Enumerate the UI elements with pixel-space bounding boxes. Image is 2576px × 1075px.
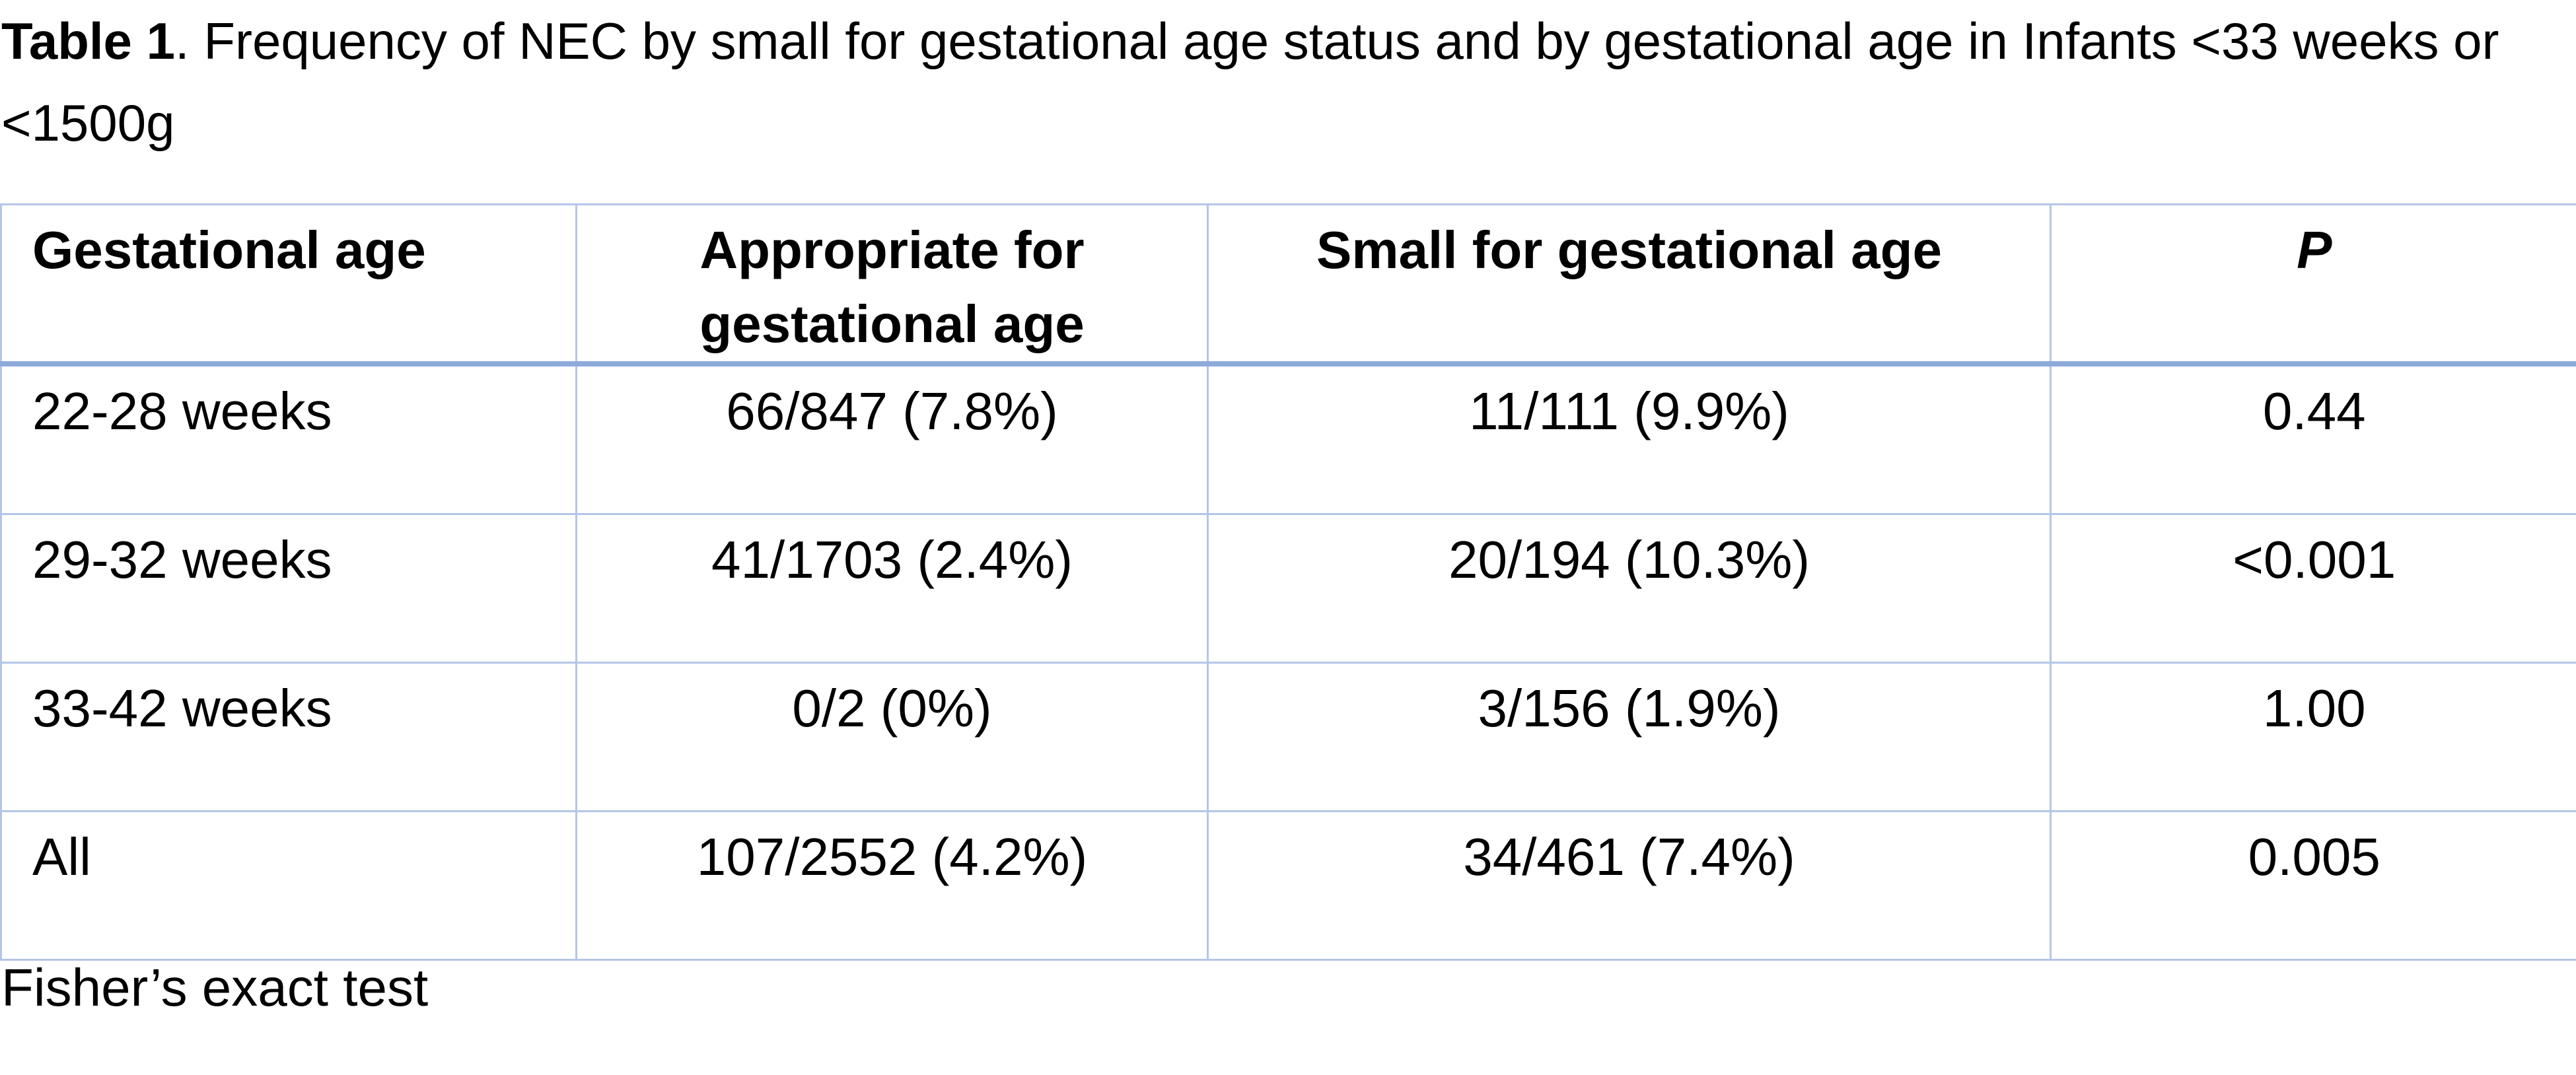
cell-aga-frequency: 107/2552 (4.2%) (575, 810, 1209, 961)
header-row: Gestational age Appropriate for gestatio… (0, 203, 2576, 366)
table-row: 29-32 weeks 41/1703 (2.4%) 20/194 (10.3%… (0, 513, 2576, 664)
table-body: 22-28 weeks 66/847 (7.8%) 11/111 (9.9%) … (0, 363, 2576, 961)
table-row: 33-42 weeks 0/2 (0%) 3/156 (1.9%) 1.00 (0, 662, 2576, 812)
cell-p-value: <0.001 (2050, 513, 2576, 664)
table-row: All 107/2552 (4.2%) 34/461 (7.4%) 0.005 (0, 810, 2576, 961)
cell-sga-frequency: 3/156 (1.9%) (1207, 662, 2052, 812)
table-footnote: Fisher’s exact test (1, 958, 429, 1017)
cell-gestational-age: 29-32 weeks (0, 513, 577, 664)
table-header: Gestational age Appropriate for gestatio… (0, 203, 2576, 366)
cell-gestational-age: 33-42 weeks (0, 662, 577, 812)
table-row: 22-28 weeks 66/847 (7.8%) 11/111 (9.9%) … (0, 363, 2576, 515)
cell-p-value: 0.005 (2050, 810, 2576, 961)
caption-text: . Frequency of NEC by small for gestatio… (1, 12, 2499, 152)
cell-sga-frequency: 34/461 (7.4%) (1207, 810, 2052, 961)
header-small-for-gestational-age: Small for gestational age (1207, 203, 2052, 366)
cell-sga-frequency: 11/111 (9.9%) (1207, 363, 2052, 515)
header-gestational-age: Gestational age (0, 203, 577, 366)
cell-p-value: 1.00 (2050, 662, 2576, 812)
nec-frequency-table: Gestational age Appropriate for gestatio… (0, 203, 2576, 961)
cell-sga-frequency: 20/194 (10.3%) (1207, 513, 2052, 664)
table-caption: Table 1. Frequency of NEC by small for g… (1, 0, 2564, 164)
cell-gestational-age: All (0, 810, 577, 961)
table-label: Table 1 (1, 12, 175, 70)
cell-p-value: 0.44 (2050, 363, 2576, 515)
header-p-value: P (2050, 203, 2576, 366)
cell-agа-frequency: 66/847 (7.8%) (575, 363, 1209, 515)
cell-aga-frequency: 0/2 (0%) (575, 662, 1209, 812)
cell-aga-frequency: 41/1703 (2.4%) (575, 513, 1209, 664)
header-appropriate-for-gestational-age: Appropriate for gestational age (575, 203, 1209, 366)
cell-gestational-age: 22-28 weeks (0, 363, 577, 515)
